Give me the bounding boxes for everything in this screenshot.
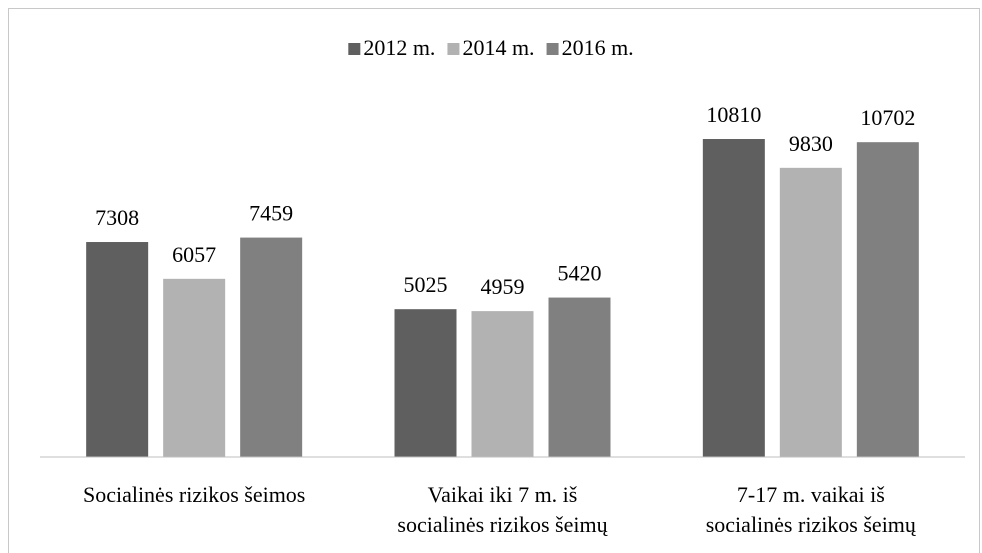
bar (548, 297, 611, 457)
x-tick-label: 7-17 m. vaikai iš (737, 482, 885, 507)
bar (779, 167, 842, 457)
legend-swatch (546, 43, 559, 55)
data-label: 10702 (860, 105, 915, 130)
data-label: 4959 (481, 274, 525, 299)
legend-swatch (447, 43, 460, 55)
bar (394, 309, 457, 457)
x-tick-label: Vaikai iki 7 m. iš (428, 482, 578, 507)
bar (702, 139, 765, 457)
legend-label: 2012 m. (363, 35, 435, 60)
legend-label: 2016 m. (562, 35, 634, 60)
data-label: 7459 (249, 201, 293, 226)
data-label: 9830 (789, 131, 833, 156)
x-tick-label: Socialinės rizikos šeimos (83, 482, 305, 507)
legend-label: 2014 m. (462, 35, 534, 60)
legend-swatch (348, 43, 361, 55)
data-label: 10810 (706, 102, 761, 127)
data-label: 5420 (558, 261, 602, 286)
x-tick-label: socialinės rizikos šeimų (397, 512, 608, 537)
bar (471, 311, 534, 457)
data-label: 6057 (172, 242, 216, 267)
data-label: 5025 (404, 272, 448, 297)
bar (240, 237, 303, 457)
bar (856, 142, 919, 457)
bar (163, 278, 226, 457)
bar (86, 242, 149, 457)
x-tick-label: socialinės rizikos šeimų (706, 512, 917, 537)
data-label: 7308 (95, 205, 139, 230)
